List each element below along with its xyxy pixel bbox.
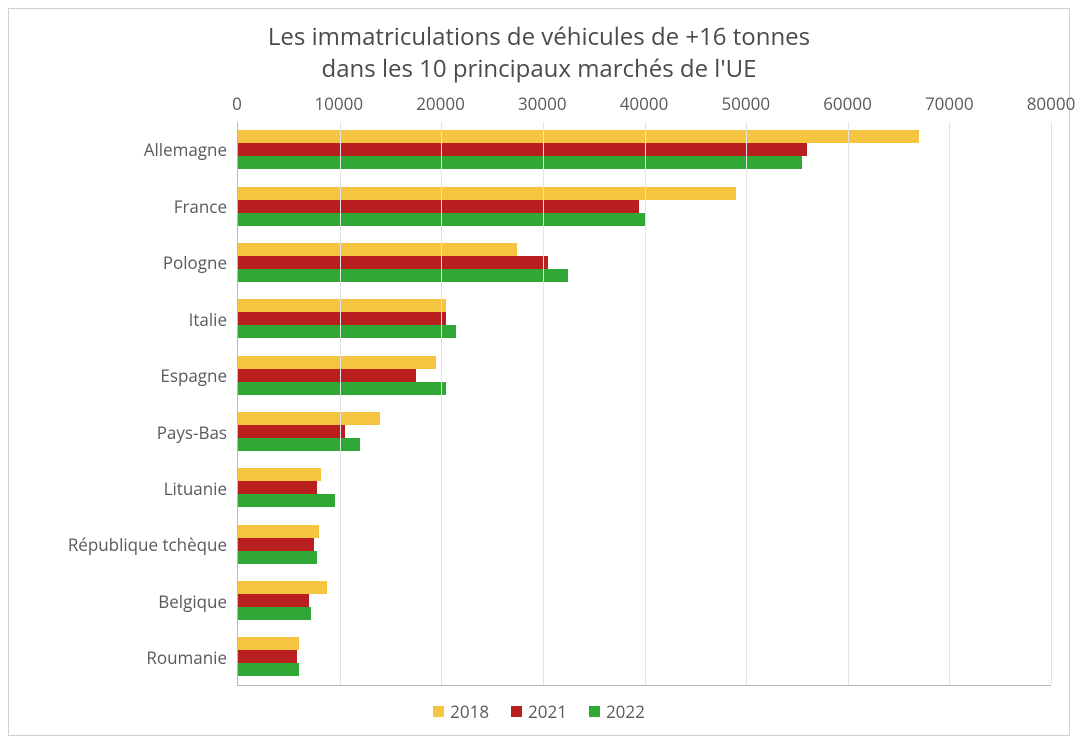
chart-groups-area: AllemagneFrancePologneItalieEspagnePays-… bbox=[27, 122, 1051, 686]
x-tick-label: 50000 bbox=[721, 92, 770, 115]
gridline bbox=[848, 122, 849, 685]
bar bbox=[238, 143, 807, 156]
legend-swatch bbox=[589, 706, 600, 717]
bar bbox=[238, 481, 317, 494]
bar bbox=[238, 438, 360, 451]
bar bbox=[238, 412, 380, 425]
gridline bbox=[1051, 122, 1052, 685]
bar bbox=[238, 525, 319, 538]
y-category-label: Roumanie bbox=[27, 630, 237, 686]
bar bbox=[238, 538, 314, 551]
y-category-label: Belgique bbox=[27, 573, 237, 629]
x-tick-label: 80000 bbox=[1027, 92, 1076, 115]
chart-title-line1: Les immatriculations de véhicules de +16… bbox=[268, 20, 810, 53]
bar bbox=[238, 494, 335, 507]
y-category-label: Italie bbox=[27, 291, 237, 347]
bar bbox=[238, 637, 299, 650]
legend-label: 2022 bbox=[606, 700, 645, 723]
bar bbox=[238, 256, 548, 269]
bar bbox=[238, 382, 446, 395]
x-tick-label: 40000 bbox=[620, 92, 669, 115]
chart-body: 0100002000030000400005000060000700008000… bbox=[27, 92, 1051, 727]
bar bbox=[238, 299, 446, 312]
legend-item: 2018 bbox=[433, 700, 489, 723]
legend-label: 2018 bbox=[450, 700, 489, 723]
y-category-label: Pologne bbox=[27, 235, 237, 291]
x-tick-label: 60000 bbox=[823, 92, 872, 115]
gridline bbox=[746, 122, 747, 685]
legend-item: 2021 bbox=[511, 700, 567, 723]
y-category-label: France bbox=[27, 178, 237, 234]
legend-label: 2021 bbox=[528, 700, 567, 723]
chart-title-line2: dans les 10 principaux marchés de l'UE bbox=[322, 52, 757, 85]
bar bbox=[238, 594, 309, 607]
x-axis-ticks: 0100002000030000400005000060000700008000… bbox=[237, 92, 1051, 122]
legend-item: 2022 bbox=[589, 700, 645, 723]
bar bbox=[238, 156, 802, 169]
bar bbox=[238, 581, 327, 594]
bar bbox=[238, 369, 416, 382]
gridline bbox=[645, 122, 646, 685]
bar bbox=[238, 425, 345, 438]
bar bbox=[238, 269, 568, 282]
gridline bbox=[949, 122, 950, 685]
bar bbox=[238, 650, 297, 663]
chart-legend: 2018 2021 2022 bbox=[27, 686, 1051, 727]
bar bbox=[238, 551, 317, 564]
y-category-label: Espagne bbox=[27, 347, 237, 403]
y-category-label: Lituanie bbox=[27, 460, 237, 516]
bar bbox=[238, 312, 446, 325]
bar bbox=[238, 187, 736, 200]
y-category-label: République tchèque bbox=[27, 517, 237, 573]
x-tick-label: 70000 bbox=[925, 92, 974, 115]
y-category-label: Allemagne bbox=[27, 122, 237, 178]
bar bbox=[238, 243, 517, 256]
x-tick-label: 20000 bbox=[416, 92, 465, 115]
legend-swatch bbox=[511, 706, 522, 717]
bar bbox=[238, 607, 311, 620]
bar bbox=[238, 663, 299, 676]
bar bbox=[238, 468, 321, 481]
bar bbox=[238, 356, 436, 369]
gridline bbox=[340, 122, 341, 685]
chart-title: Les immatriculations de véhicules de +16… bbox=[27, 21, 1051, 86]
gridline bbox=[441, 122, 442, 685]
bar bbox=[238, 200, 639, 213]
y-category-label: Pays-Bas bbox=[27, 404, 237, 460]
y-axis-labels: AllemagneFrancePologneItalieEspagnePays-… bbox=[27, 122, 237, 686]
gridline bbox=[543, 122, 544, 685]
legend-swatch bbox=[433, 706, 444, 717]
x-tick-label: 0 bbox=[232, 92, 242, 115]
bar bbox=[238, 325, 456, 338]
x-tick-label: 30000 bbox=[518, 92, 567, 115]
x-axis-row: 0100002000030000400005000060000700008000… bbox=[27, 92, 1051, 122]
plot-area bbox=[237, 122, 1051, 686]
chart-container: Les immatriculations de véhicules de +16… bbox=[8, 8, 1070, 736]
x-tick-label: 10000 bbox=[314, 92, 363, 115]
